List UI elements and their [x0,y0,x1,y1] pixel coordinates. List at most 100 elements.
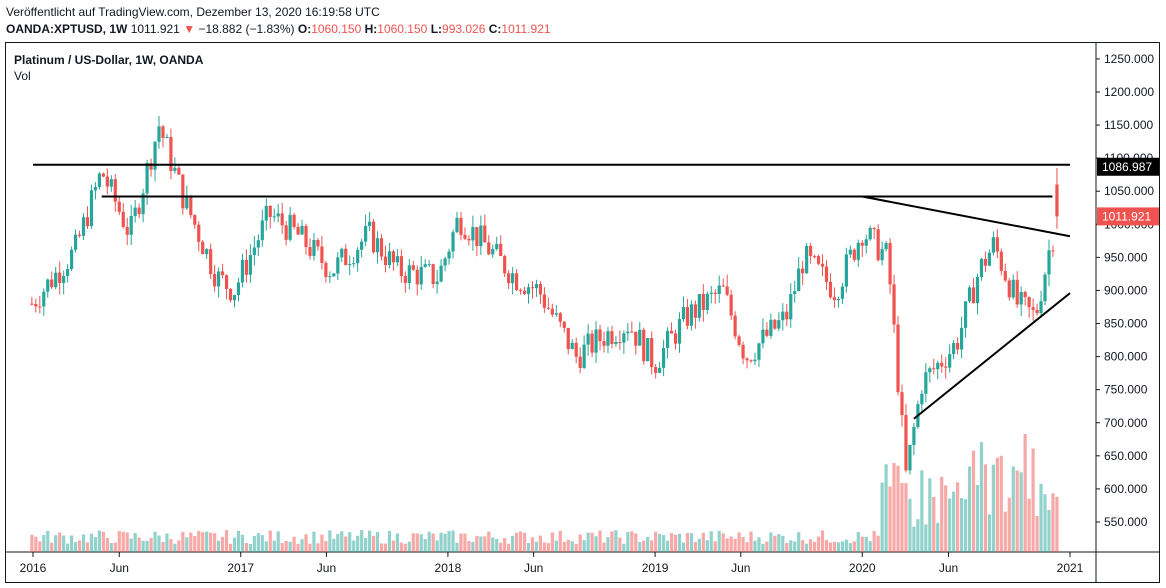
candle-body [332,273,336,277]
volume-bar [173,543,177,552]
volume-bar [379,543,384,552]
volume-bar [650,540,654,552]
candle-body [252,247,256,255]
volume-bar [801,540,805,552]
volume-bar [932,497,936,552]
volume-bar [809,539,813,552]
candle-body [511,273,515,284]
candle-body [328,276,332,278]
volume-bar [526,543,531,552]
volume-bar [824,540,829,552]
volume-bar [30,534,34,552]
candle-body [300,225,304,235]
candle-body [793,291,797,295]
candle-body [364,226,368,242]
candle-body [669,330,674,334]
volume-bar [201,532,205,552]
y-tick-label: 700.000 [1104,416,1148,430]
candle-body [81,217,86,236]
volume-bar [522,532,527,552]
volume-bar [634,533,638,552]
volume-bar [936,522,940,552]
volume-bar [578,534,582,552]
volume-bar [665,540,670,552]
volume-bar [705,540,709,552]
volume-bar [514,532,519,552]
y-tick-label: 1150.000 [1104,118,1153,132]
candle-body [495,243,499,250]
volume-bar [1035,516,1039,552]
candle-body [50,279,54,288]
candle-body [1035,309,1039,314]
volume-bar [781,535,785,552]
candle-body [77,234,82,236]
volume-bar [681,542,686,552]
x-tick-label: Jun [110,561,129,575]
candle-body [89,190,94,227]
candle-body [324,262,328,277]
candle-body [574,342,578,357]
volume-bar [709,531,713,552]
volume-bar [236,531,241,552]
candle-body [161,126,165,138]
y-tick-label: 900.000 [1104,283,1148,297]
candle-body [193,215,197,225]
volume-bar [364,538,368,552]
candle-body [693,304,697,318]
candle-body [598,329,602,342]
candle-body [312,239,316,256]
candle-body [622,333,626,343]
candle-body [662,348,666,368]
candle-body [884,243,888,250]
volume-bar [348,532,352,552]
volume-bar [538,535,543,552]
candle-body [248,254,252,275]
volume-bar [395,533,399,552]
volume-bar [1023,434,1027,552]
volume-bar [892,463,896,552]
volume-bar [483,536,487,552]
candle-body [721,285,725,287]
volume-bar [550,532,554,552]
candle-body [264,205,268,221]
candle-body [757,343,761,360]
candle-body [634,331,638,346]
candle-body [805,245,809,274]
volume-bar [511,535,515,552]
volume-bar [876,535,880,552]
candle-body [105,176,109,187]
volume-bar [1011,466,1015,552]
candle-body [797,268,801,292]
x-tick-label: 2019 [642,561,669,575]
candle-body [816,256,821,264]
candle-body [109,179,113,187]
candle-body [97,173,102,187]
volume-bar [1003,511,1007,552]
legend-vol: Vol [14,69,31,83]
candle-body [467,238,471,241]
candle-body [316,239,320,247]
volume-bar [880,482,884,552]
volume-bar [85,542,90,552]
y-tick-label: 850.000 [1104,317,1148,331]
candle-body [959,327,964,350]
volume-bar [884,464,888,552]
volume-bar [725,538,729,552]
candle-body [507,273,511,284]
candle-body [602,341,606,346]
volume-bar [721,533,725,552]
candle-body [514,273,519,291]
candle-body [439,265,443,282]
volume-bar [812,541,817,552]
volume-bar [904,483,908,552]
volume-bar [848,543,852,552]
candle-body [880,249,884,261]
volume-bar [403,543,407,552]
candle-body [431,264,435,285]
volume-bar [50,542,54,552]
candle-body [518,290,523,292]
volume-bar [503,538,507,552]
volume-bar [157,535,161,552]
volume-bar [113,542,117,552]
